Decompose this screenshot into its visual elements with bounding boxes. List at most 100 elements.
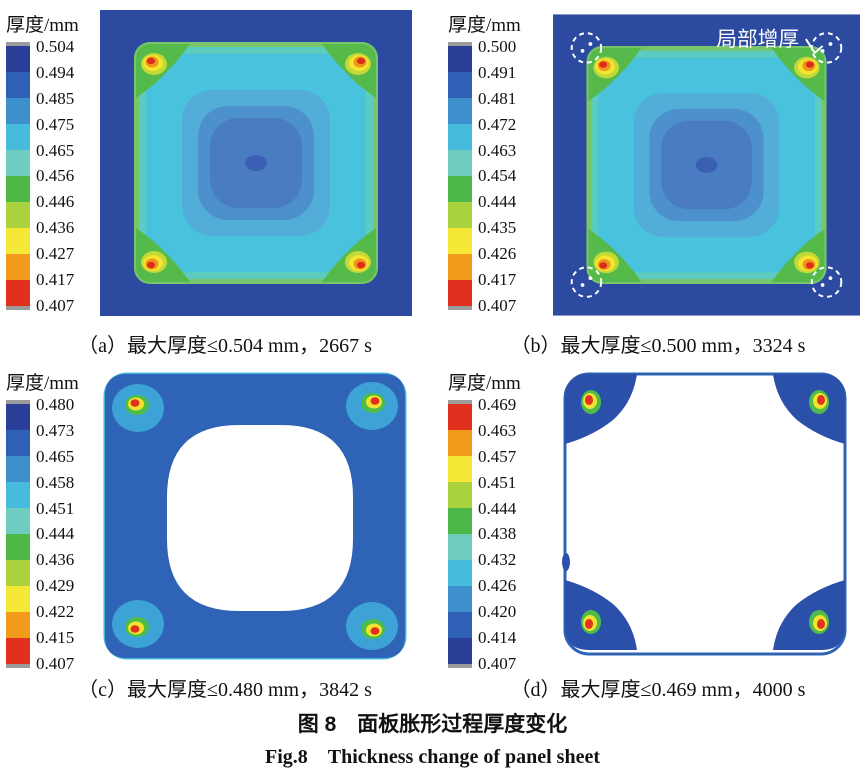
contour-plot-a bbox=[100, 10, 412, 316]
colorbar-tick-label: 0.480 bbox=[36, 395, 75, 414]
colorbar-segment bbox=[448, 456, 472, 482]
colorbar-segment bbox=[448, 46, 472, 72]
colorbar-end-cap bbox=[448, 306, 472, 310]
colorbar-tick-labels: 0.469 0.463 0.457 0.451 0.444 0.438 0.432 0.426… bbox=[478, 396, 516, 672]
panel-d: 厚度/mm 0.469 0.463 0.457 0.451 0.444 0.438 0.43… bbox=[433, 362, 865, 710]
colorbar-title: 厚度/mm bbox=[448, 373, 521, 394]
colorbar-segment bbox=[448, 404, 472, 430]
colorbar-b: 厚度/mm 0.500 0.491 0.481 0.472 0.463 0.454 0.44… bbox=[448, 10, 521, 314]
colorbar-segment bbox=[6, 280, 30, 306]
colorbar-tick-label: 0.407 bbox=[478, 653, 517, 673]
colorbar-segment bbox=[448, 124, 472, 150]
corner-zones bbox=[562, 374, 845, 650]
panel-caption-a: （a）最大厚度≤0.504 mm，2667 s bbox=[78, 335, 372, 357]
colorbar-segment bbox=[6, 46, 30, 72]
colorbar-title: 厚度/mm bbox=[6, 15, 79, 36]
colorbar-segment bbox=[6, 254, 30, 280]
colorbar-segment bbox=[448, 638, 472, 664]
colorbar-tick-label: 0.436 bbox=[36, 218, 75, 238]
colorbar-segment bbox=[448, 612, 472, 638]
colorbar-tick-labels: 0.504 0.494 0.485 0.475 0.465 0.456 0.446 0.436… bbox=[36, 38, 74, 314]
colorbar-tick-label: 0.465 bbox=[36, 446, 75, 466]
colorbar-segment bbox=[6, 482, 30, 508]
colorbar-segment bbox=[448, 150, 472, 176]
corner-hotspots bbox=[581, 390, 829, 634]
colorbar-segment bbox=[6, 404, 30, 430]
colorbar-segment bbox=[448, 560, 472, 586]
colorbar-segment bbox=[448, 228, 472, 254]
colorbar-tick-label: 0.463 bbox=[478, 420, 517, 440]
colorbar-segment bbox=[448, 72, 472, 98]
colorbar-tick-label: 0.500 bbox=[478, 37, 517, 56]
colorbar-tick-label: 0.417 bbox=[36, 270, 75, 290]
colorbar-title: 厚度/mm bbox=[448, 15, 521, 36]
colorbar-segment bbox=[6, 586, 30, 612]
colorbar-tick-label: 0.429 bbox=[36, 576, 75, 596]
colorbar-gradient bbox=[6, 400, 30, 668]
colorbar-end-cap bbox=[448, 664, 472, 668]
colorbar-tick-label: 0.451 bbox=[36, 498, 75, 518]
colorbar-segment bbox=[6, 228, 30, 254]
panel-caption-b: （b）最大厚度≤0.500 mm，3324 s bbox=[510, 335, 806, 357]
colorbar-segment bbox=[448, 202, 472, 228]
colorbar-d: 厚度/mm 0.469 0.463 0.457 0.451 0.444 0.438 0.43… bbox=[448, 368, 521, 672]
colorbar-tick-label: 0.415 bbox=[36, 628, 75, 648]
colorbar-tick-label: 0.465 bbox=[36, 140, 75, 160]
colorbar-segment bbox=[6, 534, 30, 560]
colorbar-tick-label: 0.414 bbox=[478, 628, 517, 648]
colorbar-tick-label: 0.463 bbox=[478, 140, 517, 160]
colorbar-end-cap bbox=[6, 400, 30, 404]
colorbar-tick-label: 0.481 bbox=[478, 88, 517, 108]
colorbar-tick-label: 0.444 bbox=[478, 498, 517, 518]
colorbar-tick-label: 0.432 bbox=[478, 550, 517, 570]
sheet-outline bbox=[563, 372, 847, 656]
colorbar-tick-label: 0.426 bbox=[478, 576, 517, 596]
colorbar-segment bbox=[448, 586, 472, 612]
colorbar-segment bbox=[448, 508, 472, 534]
colorbar-tick-label: 0.454 bbox=[478, 166, 517, 186]
colorbar-tick-label: 0.417 bbox=[478, 270, 517, 290]
colorbar-tick-label: 0.407 bbox=[36, 653, 75, 673]
colorbar-tick-label: 0.426 bbox=[478, 244, 517, 264]
colorbar-a: 厚度/mm 0.504 0.494 0.485 0.475 0.465 0.456 0.44… bbox=[6, 10, 79, 314]
colorbar-tick-label: 0.438 bbox=[478, 524, 517, 544]
colorbar-tick-label: 0.472 bbox=[478, 114, 517, 134]
colorbar-tick-label: 0.475 bbox=[36, 114, 75, 134]
colorbar-tick-label: 0.473 bbox=[36, 420, 75, 440]
colorbar-segment bbox=[6, 456, 30, 482]
colorbar-tick-label: 0.458 bbox=[36, 472, 75, 492]
colorbar-segment bbox=[6, 560, 30, 586]
colorbar-tick-labels: 0.500 0.491 0.481 0.472 0.463 0.454 0.444 0.435… bbox=[478, 38, 516, 314]
colorbar-end-cap bbox=[6, 42, 30, 46]
colorbar-segment bbox=[6, 638, 30, 664]
colorbar-tick-label: 0.407 bbox=[36, 295, 75, 315]
colorbar-segment bbox=[448, 176, 472, 202]
sheet-contours bbox=[134, 42, 378, 284]
colorbar-segment bbox=[448, 534, 472, 560]
colorbar-tick-label: 0.435 bbox=[478, 218, 517, 238]
colorbar-segment bbox=[448, 430, 472, 456]
corner-hotspots bbox=[112, 382, 398, 650]
sheet-contours bbox=[586, 45, 827, 285]
colorbar-tick-label: 0.456 bbox=[36, 166, 75, 186]
figure-caption-en: Fig.8 Thickness change of panel sheet bbox=[264, 746, 601, 768]
colorbar-end-cap bbox=[448, 400, 472, 404]
corner-hotspots bbox=[588, 47, 825, 283]
colorbar-tick-label: 0.444 bbox=[36, 524, 75, 544]
colorbar-tick-label: 0.422 bbox=[36, 602, 75, 622]
colorbar-segment bbox=[6, 202, 30, 228]
colorbar-tick-label: 0.436 bbox=[36, 550, 75, 570]
sheet-ring bbox=[105, 374, 405, 658]
colorbar-gradient bbox=[6, 42, 30, 310]
colorbar-segment bbox=[6, 98, 30, 124]
figure-caption-zh: 图 8 面板胀形过程厚度变化 bbox=[297, 713, 568, 736]
colorbar-segment bbox=[448, 482, 472, 508]
colorbar-tick-label: 0.469 bbox=[478, 395, 517, 414]
panel-a: 厚度/mm 0.504 0.494 0.485 0.475 0.465 0.456 0.44… bbox=[0, 0, 432, 362]
colorbar-tick-label: 0.485 bbox=[36, 88, 75, 108]
colorbar-tick-label: 0.446 bbox=[36, 192, 75, 212]
colorbar-tick-label: 0.407 bbox=[478, 295, 517, 315]
colorbar-end-cap bbox=[448, 42, 472, 46]
colorbar-tick-label: 0.444 bbox=[478, 192, 517, 212]
colorbar-segment bbox=[6, 176, 30, 202]
